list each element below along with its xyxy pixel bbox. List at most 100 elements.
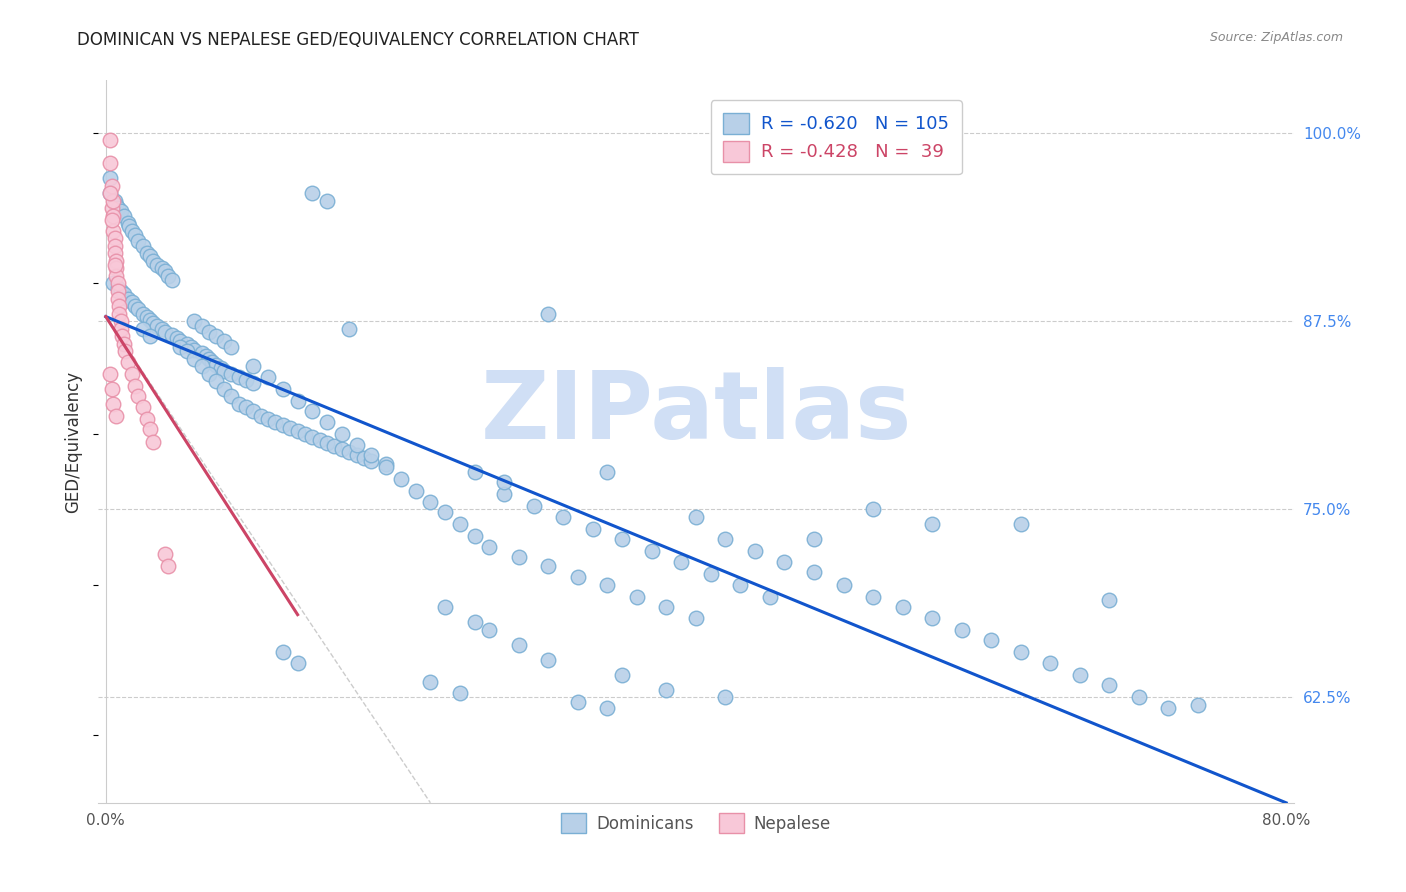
Point [98,367,121,381]
Point [139,249,162,263]
Point [271,417,294,432]
Point [301,186,323,201]
Point [494,487,516,501]
Point [228,369,250,384]
Point [449,517,471,532]
Point [201,355,224,369]
Point [271,645,294,659]
Point [249,409,271,423]
Point [198,325,221,339]
Point [287,393,309,408]
Point [112,336,135,351]
Point [464,529,486,543]
Point [205,358,228,372]
Point [464,615,486,630]
Point [219,389,242,403]
Point [101,224,124,238]
Point [139,312,162,326]
Point [582,522,605,536]
Point [434,600,457,615]
Point [980,633,1002,648]
Point [111,329,134,343]
Point [108,307,131,321]
Point [278,421,301,435]
Point [101,209,124,223]
Point [257,369,280,384]
Point [728,577,751,591]
Point [150,261,173,276]
Point [142,253,165,268]
Point [110,284,132,298]
Point [124,379,146,393]
Point [337,445,360,459]
Point [330,427,353,442]
Point [308,433,330,447]
Point [190,345,212,359]
Point [98,186,121,201]
Point [156,559,179,574]
Point [183,314,205,328]
Point [105,253,128,268]
Point [655,600,678,615]
Point [146,259,169,273]
Point [117,216,139,230]
Point [114,344,136,359]
Point [104,259,127,273]
Point [1010,517,1032,532]
Point [596,577,619,591]
Point [478,623,501,637]
Point [121,224,143,238]
Point [862,590,884,604]
Point [101,397,124,411]
Point [612,533,634,547]
Point [419,675,441,690]
Point [139,329,162,343]
Point [212,364,235,378]
Point [375,460,398,475]
Point [98,171,121,186]
Point [101,277,124,291]
Point [153,264,176,278]
Point [1010,645,1032,659]
Point [803,566,825,580]
Point [346,448,368,462]
Point [434,505,457,519]
Point [389,472,412,486]
Point [301,430,323,444]
Point [537,307,560,321]
Point [271,382,294,396]
Point [1187,698,1209,712]
Point [127,235,149,249]
Point [494,475,516,490]
Point [287,656,309,670]
Point [523,500,546,514]
Point [744,544,766,558]
Point [105,261,128,276]
Point [104,194,127,208]
Point [160,327,183,342]
Point [921,517,943,532]
Point [1039,656,1062,670]
Point [131,307,153,321]
Point [1098,678,1121,692]
Point [107,292,129,306]
Point [832,577,855,591]
Point [242,359,264,374]
Point [131,321,153,335]
Text: Source: ZipAtlas.com: Source: ZipAtlas.com [1209,31,1343,45]
Point [228,397,250,411]
Point [190,359,212,374]
Point [264,415,287,429]
Point [142,316,165,330]
Point [104,239,127,253]
Point [242,376,264,390]
Point [100,213,122,227]
Point [104,231,127,245]
Point [107,281,129,295]
Point [301,404,323,418]
Point [121,367,143,381]
Point [131,239,153,253]
Point [921,610,943,624]
Point [714,533,737,547]
Point [449,686,471,700]
